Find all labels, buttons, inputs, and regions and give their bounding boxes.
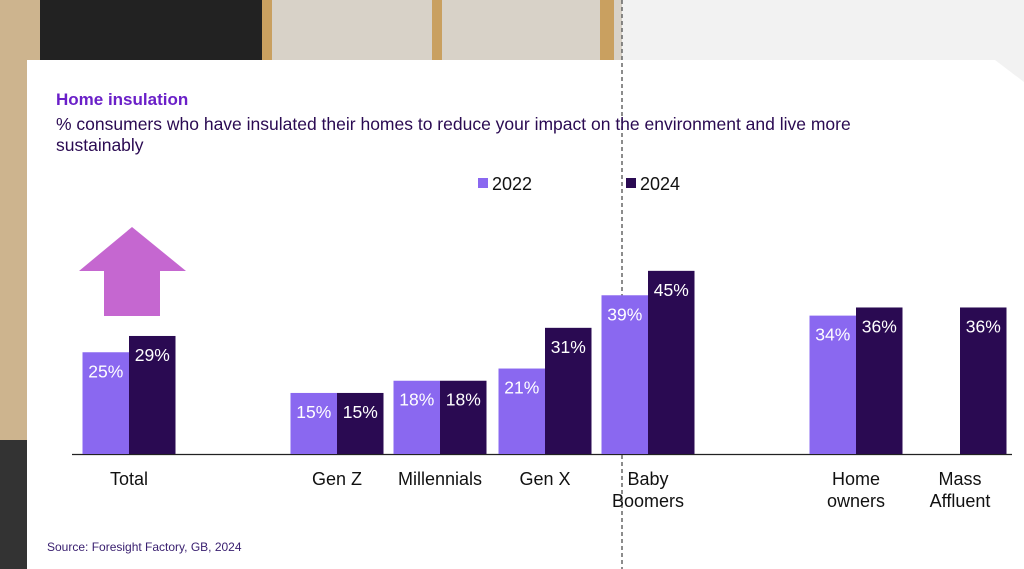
card	[27, 60, 1024, 569]
bar	[290, 392, 337, 454]
value-label: 15%	[296, 402, 331, 422]
value-label: 25%	[88, 361, 123, 381]
legend-swatch	[626, 178, 636, 188]
chart-subtitle: % consumers who have insulated their hom…	[56, 114, 851, 155]
value-label: 21%	[504, 378, 539, 398]
value-label: 18%	[446, 390, 481, 410]
window-frame	[262, 0, 272, 60]
bar	[498, 368, 545, 454]
legend-swatch	[478, 178, 488, 188]
legend-label: 2024	[640, 174, 680, 194]
value-label: 18%	[399, 390, 434, 410]
value-label: 36%	[966, 316, 1001, 336]
x-tick-label: Home owners	[826, 469, 886, 511]
x-tick-label: Baby Boomers	[611, 469, 685, 511]
x-tick-label: Mass Affluent	[929, 469, 991, 511]
bar	[82, 352, 129, 454]
bar	[129, 335, 176, 454]
value-label: 34%	[815, 325, 850, 345]
window-frame	[600, 0, 614, 60]
bar	[856, 307, 903, 454]
bar	[809, 315, 856, 454]
bar	[545, 327, 592, 454]
bar	[648, 270, 695, 454]
value-label: 45%	[654, 280, 689, 300]
up-arrow	[79, 227, 186, 316]
bar	[601, 295, 648, 454]
chart-title: Home insulation	[56, 90, 189, 109]
value-label: 15%	[343, 402, 378, 422]
window	[270, 0, 622, 60]
value-label: 39%	[607, 304, 642, 324]
wall-panel	[40, 0, 270, 60]
bar	[960, 307, 1007, 454]
bar	[393, 380, 440, 454]
x-tick-label: Millennials	[397, 469, 483, 489]
x-tick-label: Total	[109, 469, 149, 489]
legend-label: 2022	[492, 174, 532, 194]
x-tick-label: Gen Z	[311, 469, 363, 489]
value-label: 31%	[551, 337, 586, 357]
window-frame	[432, 0, 442, 60]
x-tick-label: Gen X	[519, 469, 571, 489]
value-label: 36%	[862, 316, 897, 336]
bar	[337, 392, 384, 454]
value-label: 29%	[135, 345, 170, 365]
photo-dark	[0, 440, 30, 569]
source: Source: Foresight Factory, GB, 2024	[47, 540, 242, 554]
bar	[440, 380, 487, 454]
